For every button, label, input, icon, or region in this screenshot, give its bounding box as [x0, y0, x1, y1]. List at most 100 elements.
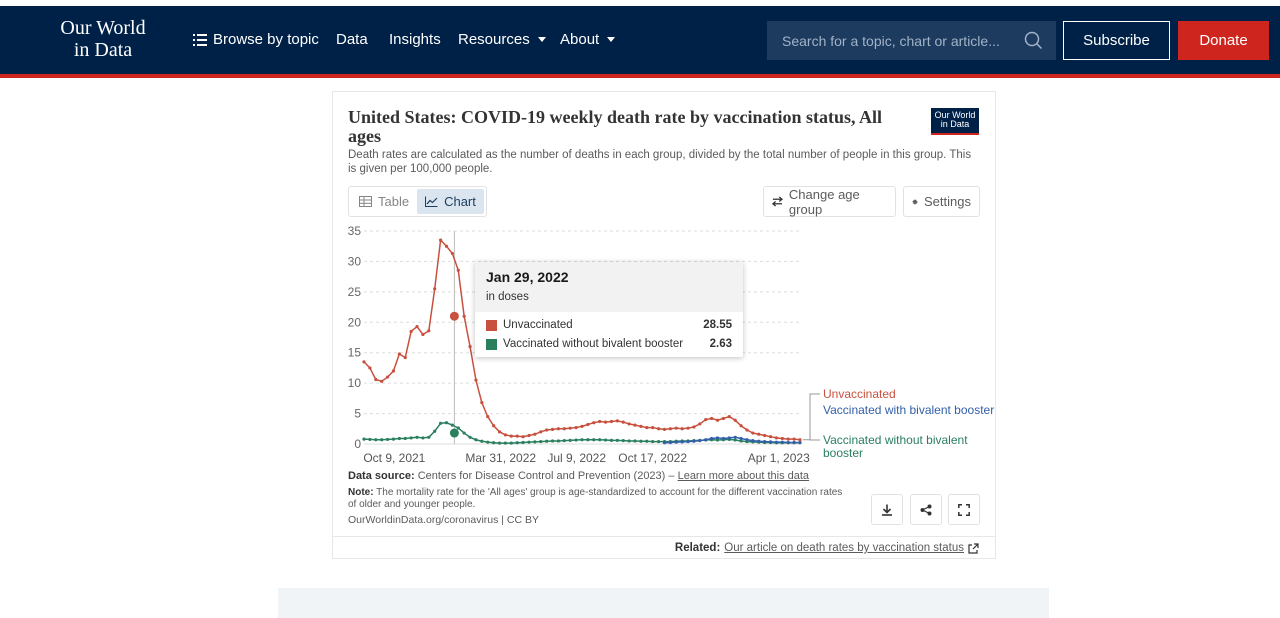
- learn-more-link[interactable]: Learn more about this data: [678, 470, 809, 482]
- data-point: [427, 329, 430, 332]
- data-point: [492, 424, 495, 427]
- data-point: [580, 425, 583, 428]
- mini-logo-line-2: in Data: [931, 120, 979, 129]
- data-point: [734, 419, 737, 422]
- data-point: [793, 438, 796, 441]
- data-point: [374, 378, 377, 381]
- y-tick-label: 15: [348, 346, 362, 360]
- y-tick-label: 30: [348, 254, 362, 268]
- data-point: [592, 438, 595, 441]
- tooltip-row-value: 2.63: [710, 338, 732, 350]
- data-point: [521, 435, 524, 438]
- data-point: [722, 417, 725, 420]
- data-point: [787, 441, 790, 444]
- data-point: [445, 421, 448, 424]
- data-point: [657, 440, 660, 443]
- data-point: [527, 441, 530, 444]
- search-icon[interactable]: [1024, 31, 1043, 50]
- data-point: [463, 315, 466, 318]
- data-point: [698, 439, 701, 442]
- data-point: [616, 419, 619, 422]
- donate-button[interactable]: Donate: [1178, 21, 1269, 60]
- fullscreen-button[interactable]: [948, 494, 980, 525]
- data-point: [563, 439, 566, 442]
- view-tabs: Table Chart: [348, 186, 487, 217]
- change-age-group-button[interactable]: Change age group: [763, 186, 896, 217]
- data-point: [504, 441, 507, 444]
- data-point: [745, 438, 748, 441]
- related-bar: Related: Our article on death rates by v…: [333, 536, 995, 559]
- label-connector: [810, 394, 820, 440]
- data-point: [427, 436, 430, 439]
- owid-mini-logo[interactable]: Our World in Data: [931, 108, 979, 135]
- tab-table[interactable]: Table: [351, 189, 417, 214]
- data-point: [610, 439, 613, 442]
- chart-footer: Data source: Centers for Disease Control…: [348, 470, 848, 527]
- data-point: [604, 420, 607, 423]
- logo-line-2: in Data: [58, 39, 148, 61]
- data-point: [675, 441, 678, 444]
- data-point: [716, 419, 719, 422]
- data-point: [557, 439, 560, 442]
- source-url[interactable]: OurWorldinData.org/coronavirus | CC BY: [348, 514, 848, 527]
- data-point: [474, 379, 477, 382]
- source-label: Data source:: [348, 470, 415, 482]
- data-point: [657, 427, 660, 430]
- data-point: [368, 438, 371, 441]
- data-point: [468, 436, 471, 439]
- chart-card: United States: COVID-19 weekly death rat…: [332, 91, 996, 559]
- y-tick-label: 20: [348, 315, 362, 329]
- data-point: [716, 436, 719, 439]
- nav-resources[interactable]: Resources: [458, 31, 546, 48]
- data-point: [445, 245, 448, 248]
- subscribe-button[interactable]: Subscribe: [1063, 21, 1170, 60]
- data-point: [580, 438, 583, 441]
- nav-browse-by-topic[interactable]: Browse by topic: [193, 31, 319, 48]
- data-point: [598, 438, 601, 441]
- settings-button[interactable]: Settings: [903, 186, 980, 217]
- data-point: [645, 426, 648, 429]
- search-input[interactable]: [767, 21, 1017, 60]
- data-point: [592, 421, 595, 424]
- data-source: Data source: Centers for Disease Control…: [348, 470, 848, 483]
- x-tick-label: Oct 17, 2022: [618, 451, 687, 465]
- download-button[interactable]: [871, 494, 903, 525]
- related-article-link[interactable]: Our article on death rates by vaccinatio…: [724, 542, 964, 554]
- nav-data[interactable]: Data: [336, 31, 368, 48]
- data-point: [739, 437, 742, 440]
- note-label: Note:: [348, 487, 374, 498]
- data-point: [404, 437, 407, 440]
- tab-chart[interactable]: Chart: [417, 189, 484, 214]
- series-end-label: Vaccinated without bivalent: [823, 433, 968, 447]
- swatch-vaccinated: [486, 339, 497, 350]
- data-point: [586, 438, 589, 441]
- data-point: [734, 436, 737, 439]
- data-point: [751, 431, 754, 434]
- data-point: [787, 438, 790, 441]
- search-box: [767, 21, 1056, 60]
- tooltip-row-label: Unvaccinated: [503, 319, 573, 331]
- data-point: [633, 424, 636, 427]
- share-button[interactable]: [910, 494, 942, 525]
- gear-icon: [912, 196, 918, 208]
- nav-about[interactable]: About: [560, 31, 615, 48]
- data-point: [745, 428, 748, 431]
- data-point: [498, 441, 501, 444]
- nav-insights[interactable]: Insights: [389, 31, 441, 48]
- data-point: [663, 428, 666, 431]
- data-point: [675, 427, 678, 430]
- data-point: [651, 440, 654, 443]
- tooltip-row-value: 28.55: [703, 319, 732, 331]
- tooltip-row-unvaccinated: Unvaccinated 28.55: [486, 319, 732, 331]
- tooltip-header: Jan 29, 2022 in doses: [475, 262, 743, 312]
- external-link-icon[interactable]: [968, 543, 979, 554]
- swatch-unvaccinated: [486, 320, 497, 331]
- data-point: [628, 439, 631, 442]
- logo-line-1: Our World: [58, 17, 148, 39]
- tooltip-row-label: Vaccinated without bivalent booster: [503, 338, 683, 350]
- tab-label: Chart: [444, 194, 476, 209]
- data-point: [645, 440, 648, 443]
- y-tick-label: 25: [348, 285, 362, 299]
- related-label: Related:: [675, 542, 720, 554]
- owid-logo[interactable]: Our World in Data: [58, 17, 148, 61]
